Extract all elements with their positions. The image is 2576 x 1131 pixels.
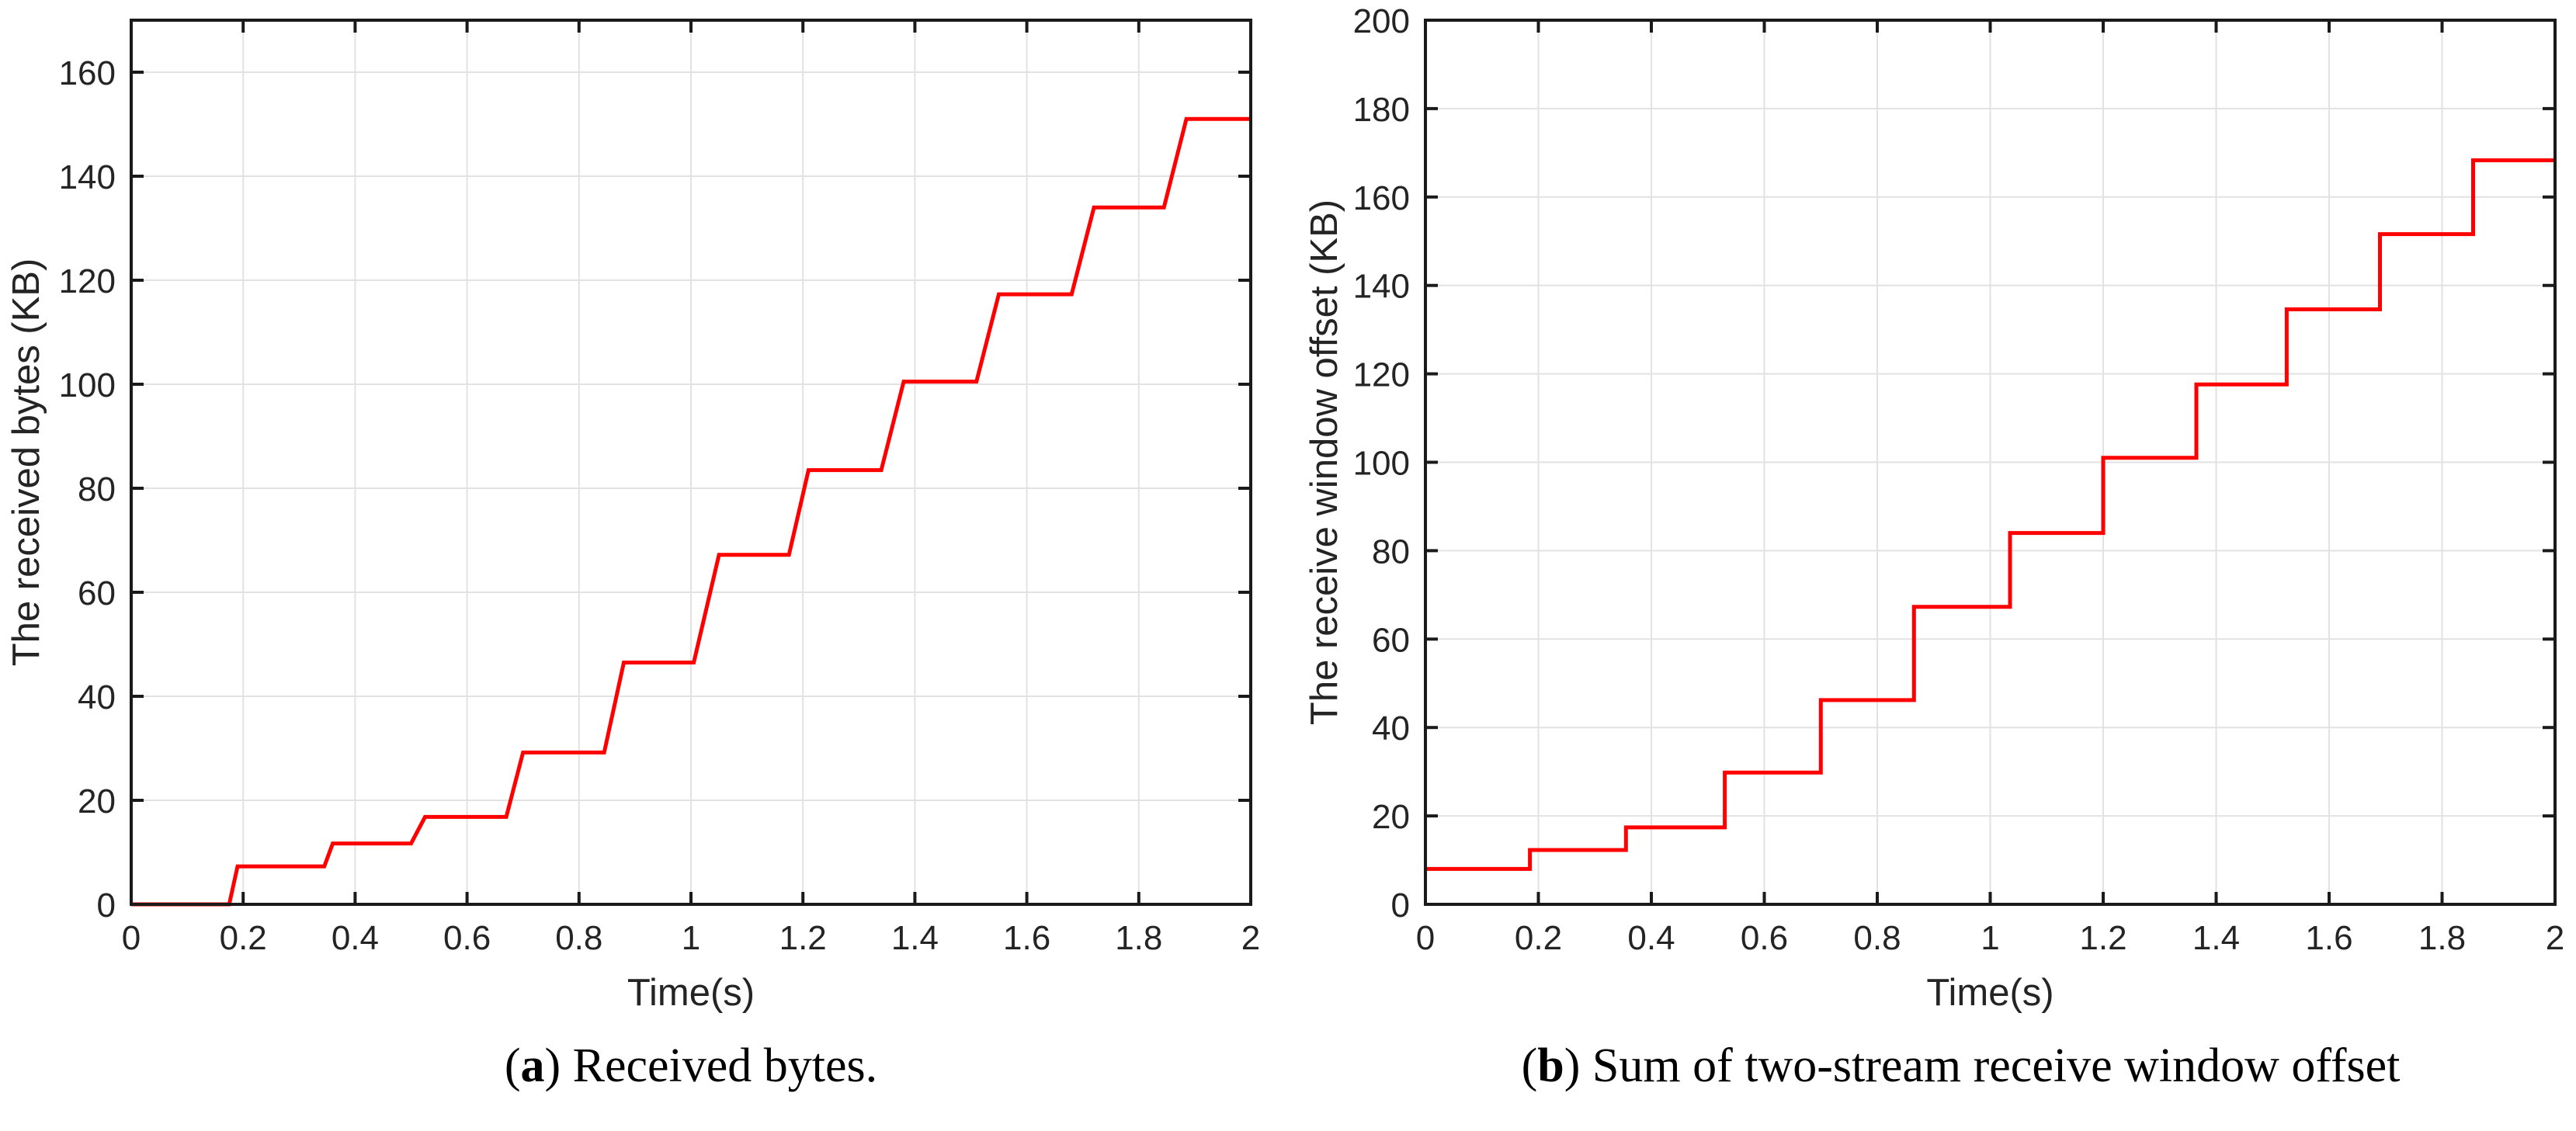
x-tick-label: 0.8 (555, 919, 602, 957)
y-tick-label: 120 (59, 262, 116, 300)
caption-a-text: Received bytes. (572, 1039, 878, 1092)
caption-b-close: ) (1564, 1039, 1581, 1092)
series-line (1425, 158, 2555, 871)
chart-b-plot: 0 0.2 0.4 0.6 0.8 1 1.2 1.4 1.6 1.8 20204060801001… (1304, 2, 2565, 1014)
y-tick-label: 40 (78, 678, 116, 716)
x-tick-label: 0 (1416, 919, 1435, 957)
y-axis-label: The receive window offset (KB) (1304, 199, 1345, 725)
x-tick-label: 0 (122, 919, 141, 957)
x-tick-label: 2 (2546, 919, 2564, 957)
y-tick-label: 20 (1372, 798, 1410, 836)
grid-lines (1425, 20, 2555, 904)
x-tick-label: 1.2 (2079, 919, 2126, 957)
y-tick-label: 140 (59, 158, 116, 196)
grid-lines (131, 20, 1251, 904)
y-tick-label: 100 (59, 366, 116, 404)
x-tick-label: 1 (1981, 919, 1999, 957)
y-tick-label: 160 (1353, 179, 1410, 217)
caption-b-letter: b (1537, 1039, 1564, 1092)
x-tick-label: 0.8 (1853, 919, 1901, 957)
y-axis-label: The received bytes (KB) (5, 258, 47, 667)
chart-b-panel: (b) Sum of two-stream receive window off… (1289, 0, 2576, 1131)
chart-a-caption: (a) Received bytes. (131, 1039, 1251, 1094)
y-tick-label: 80 (78, 470, 116, 508)
x-tick-label: 2 (1241, 919, 1260, 957)
tick-labels: 0 0.2 0.4 0.6 0.8 1 1.2 1.4 1.6 1.8 20204060801001… (1353, 2, 2565, 957)
x-tick-label: 1.6 (1003, 919, 1050, 957)
y-tick-label: 40 (1372, 709, 1410, 748)
y-tick-label: 100 (1353, 445, 1410, 483)
axis-ticks (1424, 19, 2557, 906)
y-tick-label: 180 (1353, 91, 1410, 129)
x-tick-label: 1.8 (1115, 919, 1162, 957)
x-tick-label: 0.6 (1741, 919, 1788, 957)
x-tick-label: 0.4 (332, 919, 379, 957)
caption-b-text: Sum of two-stream receive window offset (1592, 1039, 2401, 1092)
x-tick-label: 1.2 (779, 919, 827, 957)
chart-b-caption: (b) Sum of two-stream receive window off… (1366, 1039, 2555, 1094)
x-axis-label: Time(s) (1926, 972, 2054, 1014)
axis-ticks (130, 20, 1252, 906)
x-tick-label: 1 (682, 919, 700, 957)
y-tick-label: 200 (1353, 2, 1410, 40)
y-tick-label: 20 (78, 782, 116, 820)
tick-labels: 0 0.2 0.4 0.6 0.8 1 1.2 1.4 1.6 1.8 20204060801001… (59, 54, 1261, 957)
x-tick-label: 1.4 (2192, 919, 2240, 957)
y-tick-label: 80 (1372, 533, 1410, 571)
chart-a-plot: 0 0.2 0.4 0.6 0.8 1 1.2 1.4 1.6 1.8 20204060801001… (5, 19, 1261, 1014)
caption-a-letter: a (520, 1039, 545, 1092)
y-tick-label: 0 (97, 886, 116, 925)
x-tick-label: 0.2 (1515, 919, 1562, 957)
y-tick-label: 140 (1353, 268, 1410, 306)
x-tick-label: 0.4 (1627, 919, 1675, 957)
x-tick-label: 0.2 (220, 919, 267, 957)
caption-a-close: ) (544, 1039, 561, 1092)
x-tick-label: 1.4 (891, 919, 939, 957)
x-axis-label: Time(s) (627, 972, 755, 1014)
y-tick-label: 60 (1372, 621, 1410, 659)
y-tick-label: 0 (1391, 886, 1410, 925)
series-line (131, 116, 1251, 907)
caption-b-open: ( (1521, 1039, 1538, 1092)
x-tick-label: 1.8 (2418, 919, 2466, 957)
y-tick-label: 60 (78, 574, 116, 612)
x-tick-label: 1.6 (2305, 919, 2352, 957)
x-tick-label: 0.6 (443, 919, 491, 957)
y-tick-label: 160 (59, 54, 116, 92)
chart-a-panel: (a) Received bytes. 0 0.2 0.4 0.6 0.8 1 1.2 1.4… (5, 19, 1261, 1094)
caption-a-open: ( (504, 1039, 521, 1092)
y-tick-label: 120 (1353, 356, 1410, 394)
